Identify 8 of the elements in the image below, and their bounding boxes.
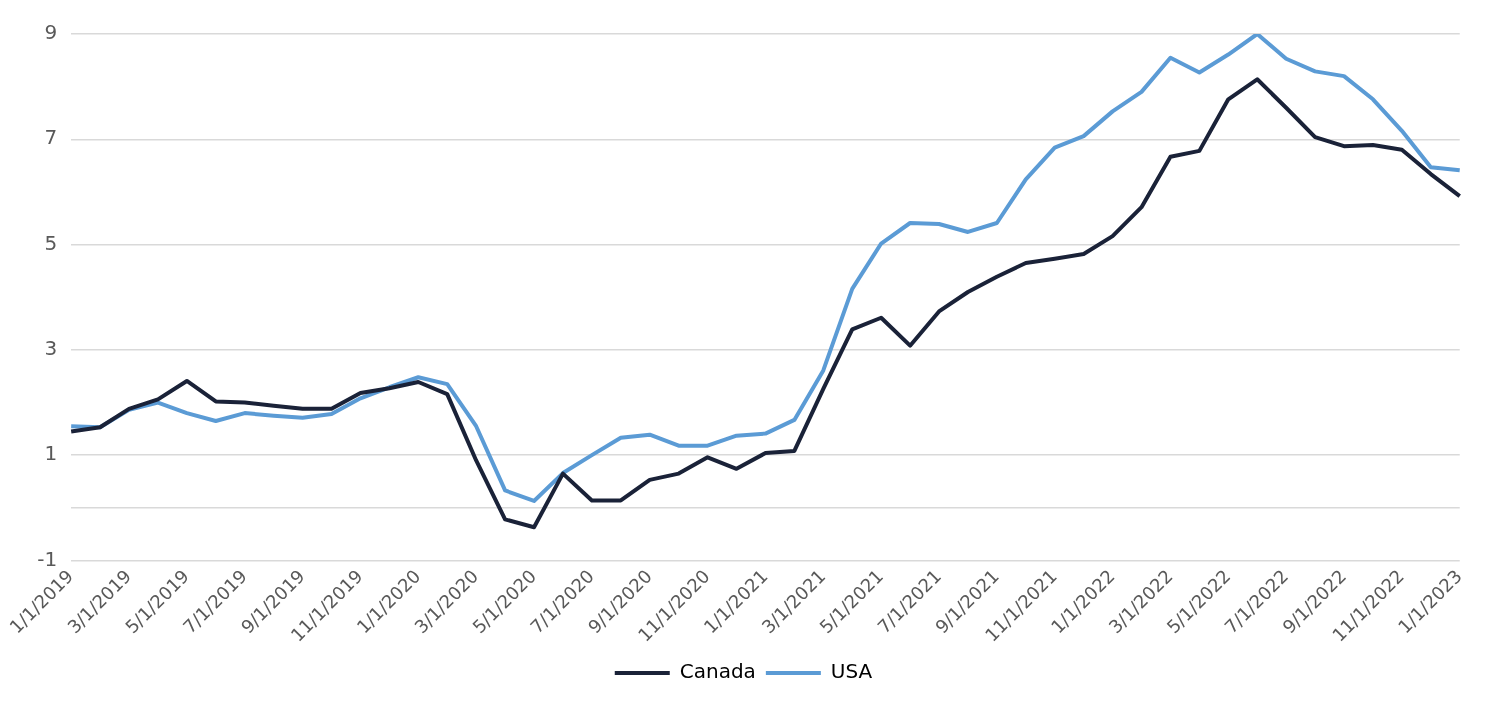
y-tick-label: 7	[44, 125, 58, 150]
y-tick-label: 1	[44, 441, 58, 466]
y-tick-label: -1	[37, 546, 58, 571]
legend-label: USA	[830, 659, 873, 684]
y-tick-label: 3	[44, 336, 58, 361]
legend-label: Canada	[679, 659, 756, 684]
y-tick-label: 9	[44, 20, 58, 45]
y-tick-label: 5	[44, 230, 58, 255]
